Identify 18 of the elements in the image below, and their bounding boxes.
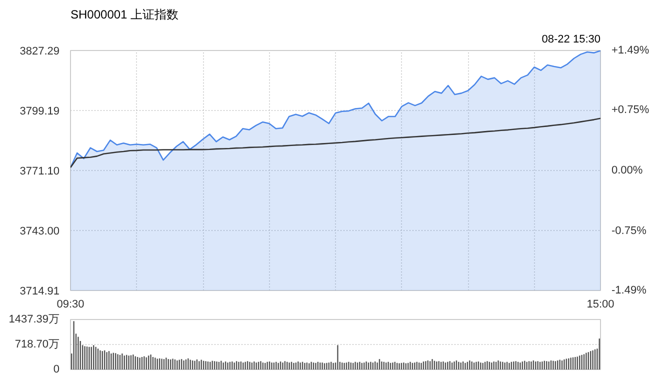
line-series: [70, 118, 600, 168]
y-tick-label: 3743.00: [20, 226, 60, 238]
y2-tick-label: +0.75%: [612, 104, 650, 116]
y2-tick-label: 0.00%: [612, 164, 643, 176]
x-tick-label: 09:30: [56, 298, 84, 310]
y2-tick-label: -0.75%: [612, 224, 647, 237]
y-tick-label: 1437.39万: [8, 314, 60, 326]
y-tick-label: 0: [53, 364, 60, 376]
x-tick-label: 15:00: [586, 298, 614, 310]
y-tick-label: 3827.29: [20, 46, 60, 58]
y-tick-label: 718.70万: [14, 338, 60, 350]
y-tick-label: 3799.19: [20, 106, 60, 118]
y-tick-label: 3771.10: [20, 166, 60, 178]
y-tick-label: 3714.91: [20, 286, 60, 298]
text: 08-22 15:30: [542, 34, 600, 46]
chart-title: SH000001 上证指数: [70, 8, 179, 22]
y2-tick-label: +1.49%: [612, 44, 650, 56]
y2-tick-label: -1.49%: [612, 284, 647, 296]
